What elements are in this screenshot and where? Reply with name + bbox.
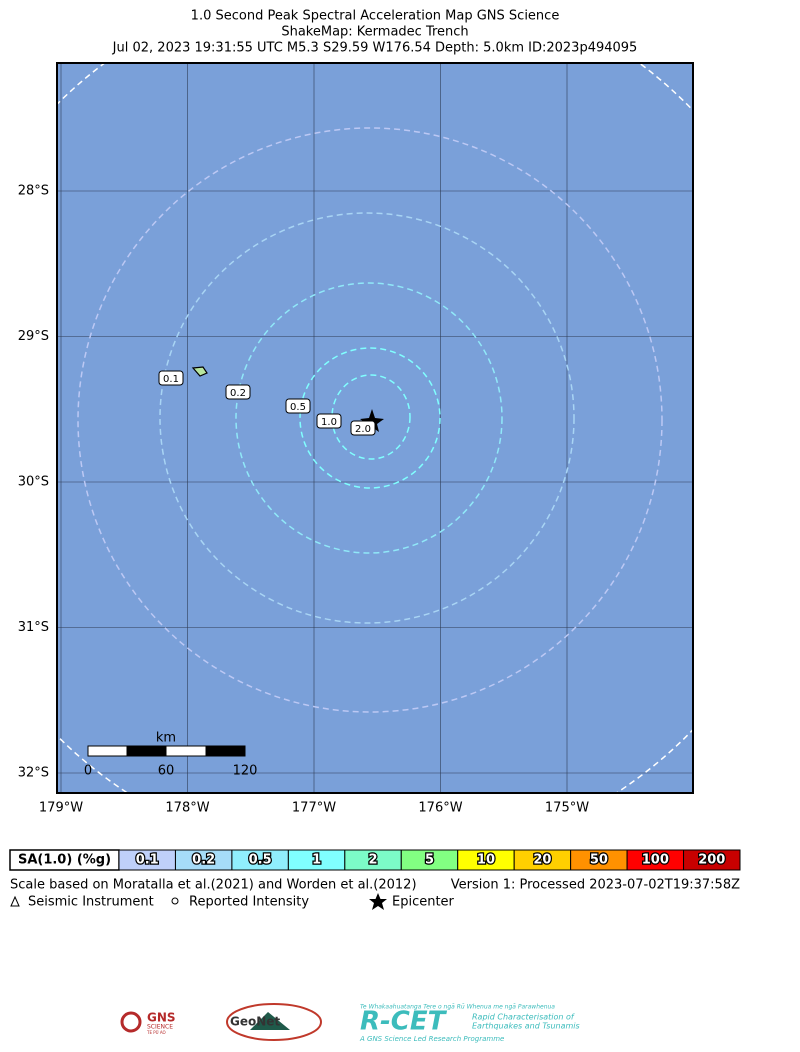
map-layer (57, 63, 693, 793)
version-note: Version 1: Processed 2023-07-02T19:37:58… (451, 878, 740, 893)
symbol-label: Seismic Instrument (28, 895, 154, 910)
scale-segment (165, 745, 207, 757)
rcet-text: A GNS Science Led Research Programme (359, 1035, 504, 1043)
epicenter-icon (369, 893, 387, 910)
lat-label: 28°S (18, 184, 49, 199)
rcet-text: Te Whakaahuatanga Tere o ngā Rū Whenua m… (360, 1004, 555, 1011)
legend-cell-label: 100 (642, 853, 669, 868)
geonet-ring (226, 1003, 322, 1041)
geonet-text: GeoNet (230, 1015, 280, 1029)
contour (299, 347, 441, 489)
legend-cell-label: 0.1 (136, 853, 159, 868)
contour-label-box (316, 413, 342, 429)
legend-cell-label: 2 (369, 853, 378, 868)
scale-unit: km (156, 731, 176, 746)
legend-cell (683, 849, 741, 871)
gns-icon (120, 1011, 142, 1033)
scale-note: Scale based on Moratalla et al.(2021) an… (10, 878, 417, 893)
island (191, 366, 208, 377)
contour-label: 0.1 (163, 374, 179, 385)
instrument-icon (10, 895, 20, 907)
lon-label: 178°W (165, 801, 209, 816)
lat-label: 32°S (18, 766, 49, 781)
contour-label: 0.5 (290, 402, 306, 413)
gns-text: GNS (147, 1011, 176, 1025)
scale-segment (126, 745, 167, 757)
scale-label: 0 (84, 764, 92, 779)
rcet-text: Earthquakes and Tsunamis (472, 1022, 580, 1031)
legend-cell-label: 50 (590, 853, 608, 868)
legend-cell-label: 10 (477, 853, 495, 868)
title-line: ShakeMap: Kermadec Trench (281, 25, 468, 40)
symbol-label: Reported Intensity (189, 895, 309, 910)
contour-label: 2.0 (355, 424, 371, 435)
legend-label: SA(1.0) (%g) (18, 853, 111, 868)
contour-label-box (158, 370, 184, 386)
lon-label: 175°W (545, 801, 589, 816)
map-frame (56, 62, 694, 794)
symbol-label: Epicenter (392, 895, 455, 910)
legend-cell-label: 200 (698, 853, 725, 868)
geonet-mountain (250, 1012, 290, 1030)
contour-label-box (285, 398, 311, 414)
legend-cell-label: 1 (312, 853, 321, 868)
contour (331, 374, 411, 460)
lon-label: 177°W (292, 801, 336, 816)
rcet-title: R-CET (360, 1007, 448, 1037)
scale-bar: km 0 60 120 (84, 731, 258, 779)
gns-text: SCIENCE (147, 1024, 173, 1031)
rcet-text: Rapid Characterisation of (472, 1013, 575, 1022)
intensity-icon (171, 897, 179, 905)
contour-label-box (350, 420, 376, 436)
scale-segment (87, 745, 128, 757)
lat-label: 31°S (18, 620, 49, 635)
title-line: Jul 02, 2023 19:31:55 UTC M5.3 S29.59 W1… (112, 41, 638, 56)
lon-label: 179°W (39, 801, 83, 816)
lat-label: 30°S (18, 475, 49, 490)
logos: GNS SCIENCE TE PŪ AO GeoNet Te Whakaahua… (120, 1003, 580, 1043)
contour (77, 127, 663, 713)
contour (159, 212, 575, 624)
legend-cell-label: 5 (425, 853, 434, 868)
scale-label: 120 (233, 764, 258, 779)
title-line: 1.0 Second Peak Spectral Acceleration Ma… (191, 9, 560, 24)
contour-label: 1.0 (321, 417, 337, 428)
contour (235, 282, 503, 554)
legend-cell-label: 20 (533, 853, 551, 868)
legend-cell-label: 0.5 (249, 853, 272, 868)
scale-segment (205, 745, 246, 757)
gns-text: TE PŪ AO (146, 1030, 166, 1035)
contour-label-box (225, 384, 251, 400)
contour-label: 0.2 (230, 388, 246, 399)
legend-cell-label: 0.2 (192, 853, 215, 868)
lon-label: 176°W (418, 801, 462, 816)
lat-label: 29°S (18, 329, 49, 344)
scale-label: 60 (158, 764, 175, 779)
